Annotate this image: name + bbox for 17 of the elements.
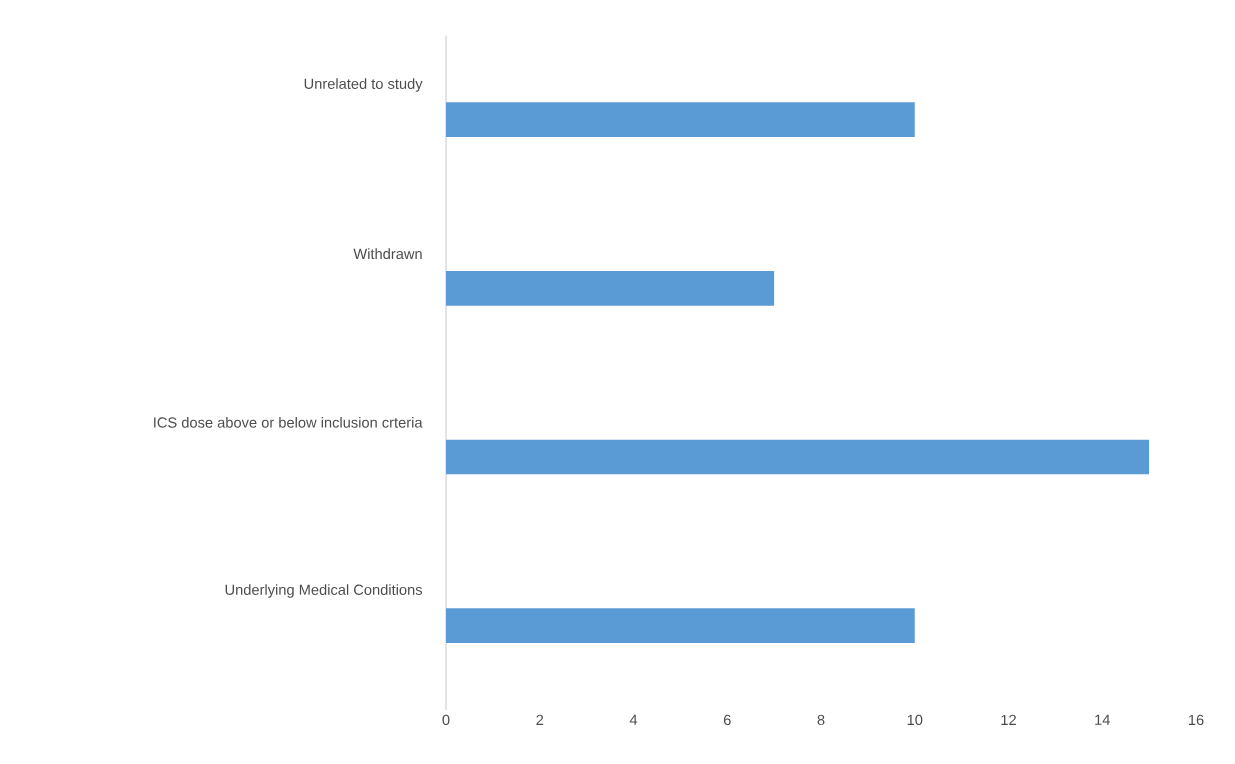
x-tick-label: 6 <box>723 714 731 726</box>
x-tick-label: 10 <box>907 714 923 726</box>
bar <box>446 102 915 137</box>
x-tick-label: 12 <box>1001 714 1016 725</box>
x-tick-label: 0 <box>442 714 450 726</box>
x-tick-label: 8 <box>817 714 825 726</box>
bar <box>446 608 915 644</box>
x-tick-label: 16 <box>1188 714 1204 726</box>
bar <box>446 271 775 306</box>
y-tick-label: Underlying Medical Conditions <box>225 584 423 598</box>
y-tick-label: ICS dose above or below inclusion crteria <box>154 416 423 428</box>
y-tick-label: Unrelated to study <box>304 78 423 92</box>
x-tick-label: 2 <box>536 714 544 725</box>
x-tick-label: 14 <box>1095 714 1110 725</box>
x-tick-label: 4 <box>629 714 638 725</box>
bar <box>446 439 1150 475</box>
y-tick-label: Withdrawn <box>353 248 422 260</box>
